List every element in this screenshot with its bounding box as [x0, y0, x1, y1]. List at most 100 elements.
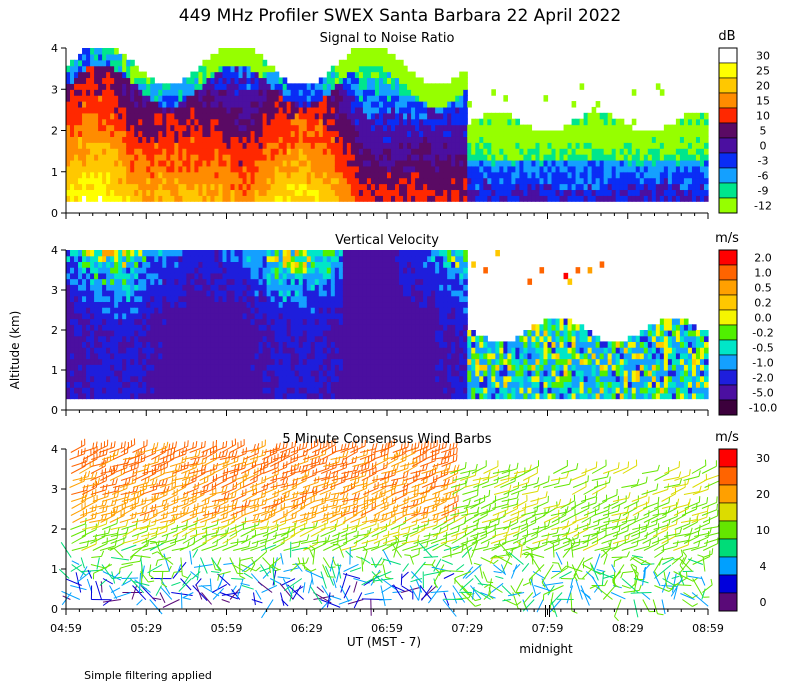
- heat-cell: [338, 130, 344, 137]
- heat-cell: [683, 189, 689, 196]
- heat-cell: [326, 130, 332, 137]
- heat-cell: [567, 130, 573, 137]
- heat-cell: [102, 118, 107, 126]
- heat-cell: [258, 53, 264, 61]
- heat-cell: [254, 59, 260, 67]
- heat-cell: [150, 358, 155, 365]
- heat-cell: [282, 189, 288, 196]
- heat-cell: [338, 136, 344, 143]
- heat-cell: [334, 71, 340, 79]
- heat-cell: [439, 189, 444, 196]
- heat-cell: [491, 124, 496, 132]
- heat-cell: [318, 392, 324, 400]
- heat-cell: [78, 124, 83, 132]
- heat-cell: [266, 136, 272, 143]
- heat-cell: [218, 341, 224, 348]
- heat-cell: [378, 71, 384, 79]
- heat-cell: [495, 171, 500, 179]
- heat-cell: [246, 65, 252, 73]
- heat-cell: [66, 392, 71, 400]
- heat-cell: [182, 101, 187, 108]
- heat-cell: [226, 364, 232, 371]
- heat-cell: [110, 159, 115, 167]
- heat-cell: [663, 136, 669, 143]
- heat-cell: [382, 148, 388, 155]
- heat-cell: [507, 171, 512, 179]
- heat-cell: [246, 324, 252, 331]
- heat-cell: [599, 159, 605, 167]
- heat-cell: [218, 290, 224, 297]
- heat-cell: [374, 136, 380, 143]
- heat-cell: [230, 48, 236, 55]
- heat-cell: [198, 381, 204, 388]
- heat-cell: [214, 307, 220, 314]
- heat-cell: [330, 290, 336, 297]
- heat-cell: [262, 59, 268, 67]
- heat-cell: [507, 148, 512, 155]
- heat-cell: [126, 352, 131, 360]
- heat-cell: [318, 159, 324, 167]
- heat-cell: [154, 307, 159, 314]
- heat-cell: [238, 295, 244, 303]
- heat-cell: [94, 301, 99, 308]
- heat-cell: [374, 101, 380, 108]
- heat-cell: [326, 171, 332, 179]
- heat-cell: [543, 183, 549, 191]
- heat-cell: [122, 267, 127, 274]
- heat-cell: [499, 154, 504, 161]
- heat-cell: [86, 71, 91, 79]
- heat-cell: [254, 95, 260, 102]
- heat-cell: [202, 370, 208, 377]
- heat-cell: [647, 183, 653, 191]
- heat-cell: [290, 301, 296, 308]
- heat-cell: [382, 159, 388, 167]
- heat-cell: [403, 171, 408, 179]
- heat-cell: [190, 154, 195, 161]
- heat-cell: [647, 154, 653, 161]
- heat-cell: [314, 195, 320, 202]
- heat-cell: [515, 195, 521, 202]
- heat-cell: [90, 183, 95, 191]
- heat-cell: [118, 165, 123, 173]
- heat-cell: [186, 341, 191, 348]
- heat-cell: [114, 312, 119, 320]
- heat-cell: [214, 77, 220, 84]
- heat-cell: [306, 136, 312, 143]
- heat-cell: [334, 387, 340, 394]
- heat-cell: [246, 347, 252, 354]
- heat-cell: [146, 106, 151, 114]
- heat-cell: [194, 387, 200, 394]
- heat-cell: [374, 130, 380, 137]
- heat-cell: [258, 142, 264, 149]
- heat-cell: [467, 165, 472, 173]
- heat-cell: [310, 148, 316, 155]
- heat-cell: [294, 261, 300, 268]
- heat-cell: [206, 295, 212, 303]
- heat-cell: [242, 290, 248, 297]
- heat-cell: [274, 387, 280, 394]
- heat-cell: [318, 112, 324, 120]
- heat-cell: [306, 118, 312, 126]
- heat-cell: [671, 177, 677, 185]
- heat-cell: [66, 136, 71, 143]
- heat-cell: [198, 278, 204, 285]
- heat-cell: [387, 124, 392, 132]
- heat-cell: [459, 124, 464, 132]
- heat-cell: [226, 53, 232, 61]
- heat-cell: [619, 165, 625, 173]
- heat-cell: [399, 59, 404, 67]
- heat-cell: [330, 106, 336, 114]
- heat-cell: [162, 330, 167, 337]
- heat-cell: [515, 136, 521, 143]
- heat-cell: [254, 83, 260, 90]
- heat-cell: [162, 118, 167, 126]
- heat-cell: [142, 381, 147, 388]
- heat-cell: [78, 358, 83, 365]
- heat-cell: [607, 183, 613, 191]
- heat-cell: [286, 272, 292, 280]
- heat-cell: [166, 364, 171, 371]
- heat-cell: [82, 255, 87, 263]
- heat-cell: [639, 142, 645, 149]
- heat-cell: [246, 387, 252, 394]
- heat-cell: [282, 136, 288, 143]
